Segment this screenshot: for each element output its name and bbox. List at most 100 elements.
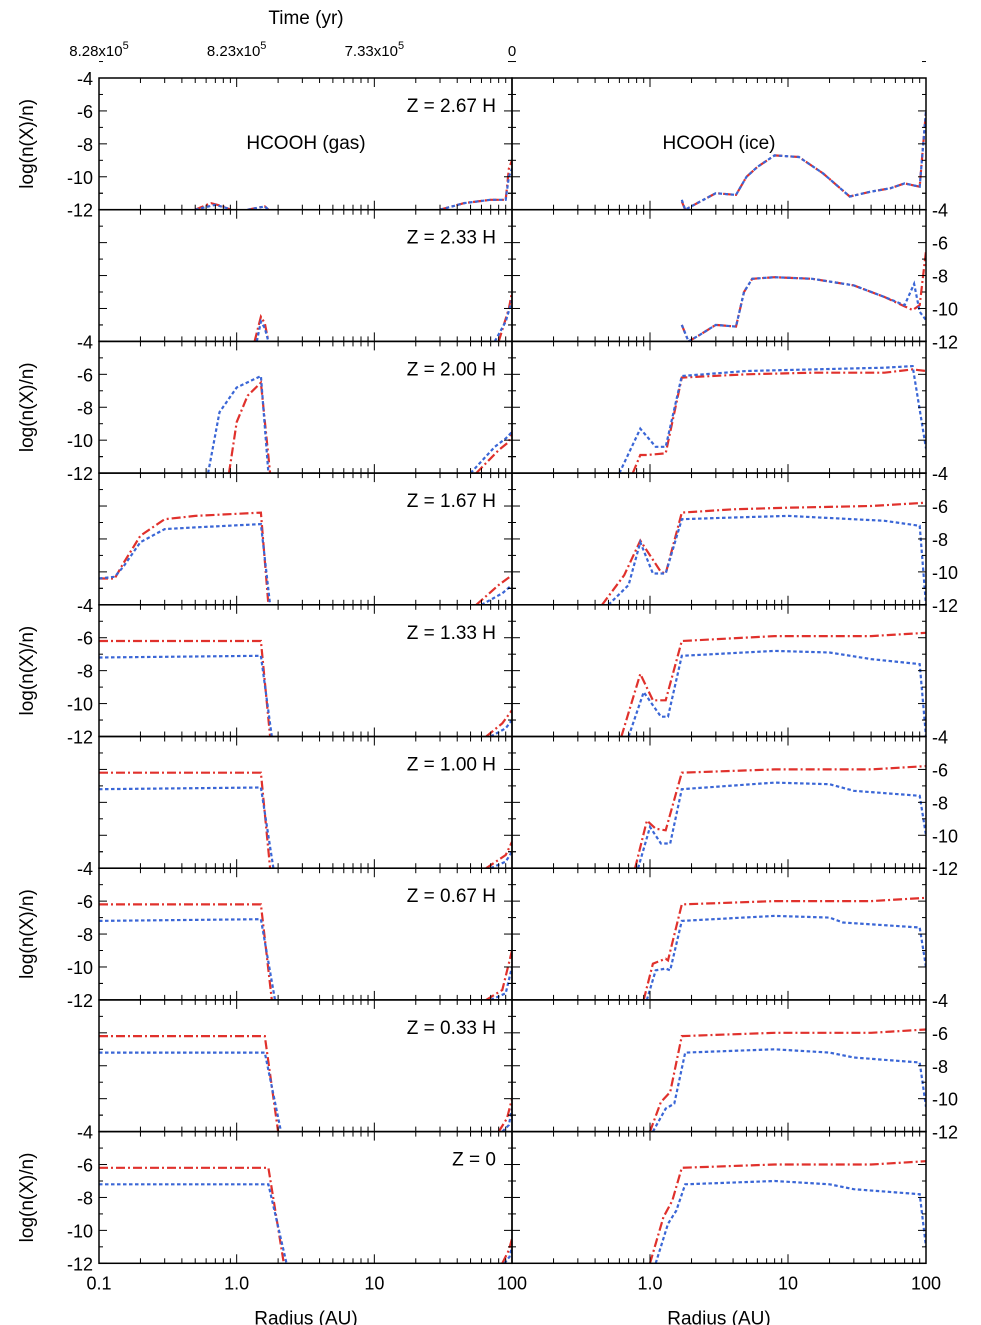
x-tick-label: 10	[778, 1273, 798, 1293]
top-axis-ticks: 8.28x105 8.23x105 7.33x105 0	[69, 40, 516, 60]
panel-r7-ice	[511, 982, 927, 1133]
series-red-line	[227, 380, 272, 474]
panel-r8-ice	[511, 1114, 927, 1265]
panel-frame	[511, 735, 927, 869]
series-blue-line	[607, 514, 926, 605]
y-tick-label: -8	[77, 662, 93, 682]
y-tick-label: -12	[67, 1254, 93, 1274]
panel-frame	[511, 208, 927, 343]
panel-r4-gas	[98, 587, 513, 738]
y-tick-label: -4	[77, 859, 93, 879]
series-blue-line	[651, 1048, 926, 1132]
panel-r6-ice	[511, 851, 927, 1001]
y-tick-label: -6	[77, 102, 93, 122]
panel-r1-ice	[511, 192, 927, 343]
y-tick-label: -12	[932, 596, 958, 616]
series-blue-line	[637, 781, 926, 869]
y-tick-label: -8	[77, 135, 93, 155]
panel-frame	[511, 604, 927, 738]
y-axis-label: log(n(X)/n)	[17, 362, 38, 452]
panel-r8-gas	[98, 1114, 513, 1265]
y-tick-label: -6	[932, 760, 948, 780]
z-label: Z = 1.33 H	[407, 623, 496, 644]
series-red2-line	[475, 574, 512, 605]
axis-labels: -4 -6 -8 -10 -12 log(n(X)/n) -4 -6 -8 -10 -12 -4 -6 -…	[17, 69, 958, 1325]
series-red2-line	[501, 1238, 512, 1264]
panel-r5-gas	[98, 719, 513, 869]
series-red-line	[99, 1035, 280, 1132]
z-label: Z = 1.67 H	[407, 491, 496, 512]
series-red-line	[601, 501, 926, 605]
series-blue-line	[99, 918, 277, 1000]
series-blue-line	[99, 786, 275, 869]
y-tick-label: -10	[67, 1221, 93, 1241]
column-label: HCOOH (ice)	[663, 133, 776, 154]
y-tick-label: -4	[77, 69, 93, 89]
y-tick-label: -4	[77, 1123, 93, 1143]
y-tick-label: -4	[932, 728, 948, 748]
x-tick-label: 100	[911, 1273, 941, 1293]
y-tick-label: -10	[67, 695, 93, 715]
panel-r3-ice	[511, 456, 927, 606]
series-red2-line	[485, 709, 512, 737]
y-tick-label: -12	[932, 859, 958, 879]
panel-r7-gas	[98, 982, 513, 1133]
series-red-line	[680, 250, 926, 342]
series-blue-line	[627, 649, 926, 737]
x-axis-label: Radius (AU)	[667, 1308, 770, 1325]
y-tick-label: -10	[932, 1090, 958, 1110]
z-label: Z = 0	[452, 1150, 496, 1171]
y-tick-label: -12	[67, 728, 93, 748]
panel-r2-gas	[98, 324, 513, 474]
top-axis-tick-label: 8.23x105	[207, 40, 267, 60]
panel-grid: Z = 2.67 H Z = 2.33 H Z = 2.00 H Z = 1.67 H…	[98, 61, 927, 1265]
y-tick-label: -8	[932, 530, 948, 550]
series-blue-line	[194, 203, 231, 210]
series-blue2-line	[469, 431, 512, 474]
y-tick-label: -10	[932, 826, 958, 846]
series-blue2-line	[480, 584, 512, 605]
y-tick-label: -4	[932, 201, 948, 221]
series-red-line	[194, 201, 231, 210]
top-axis-title: Time (yr)	[268, 8, 343, 29]
y-tick-label: -10	[67, 958, 93, 978]
z-label: Z = 2.33 H	[407, 228, 496, 249]
y-tick-label: -6	[932, 1024, 948, 1044]
panel-r5-ice	[511, 719, 927, 869]
series-blue-line	[680, 276, 926, 342]
z-label: Z = 0.67 H	[407, 886, 496, 907]
series-blue3-line	[439, 168, 512, 210]
x-tick-label: 1.0	[224, 1273, 249, 1293]
series-red-line	[642, 896, 926, 1000]
y-tick-label: -8	[77, 398, 93, 418]
series-blue2-line	[493, 299, 512, 342]
series-blue-line	[207, 374, 270, 474]
y-tick-label: -8	[77, 1188, 93, 1208]
series-blue-line	[654, 1179, 926, 1264]
y-tick-label: -10	[67, 431, 93, 451]
y-tick-label: -12	[932, 1123, 958, 1143]
top-axis-tick-label: 8.28x105	[69, 40, 129, 60]
series-red2-line	[497, 1098, 512, 1132]
y-axis-label: log(n(X)/n)	[17, 1153, 38, 1243]
y-tick-label: -10	[932, 563, 958, 583]
panel-frame	[98, 1130, 513, 1265]
series-red-line	[99, 1166, 285, 1264]
series-blue2-line	[247, 205, 270, 210]
y-axis-label: log(n(X)/n)	[17, 626, 38, 716]
series-blue-line	[645, 914, 926, 1000]
y-tick-label: -12	[67, 991, 93, 1011]
series-blue-line	[99, 522, 272, 605]
series-red2-line	[497, 291, 512, 342]
x-tick-label: 10	[364, 1273, 384, 1293]
y-tick-label: -6	[932, 497, 948, 517]
series-red-line	[631, 368, 926, 474]
panel-r1-gas	[98, 192, 513, 343]
series-blue-line	[99, 1183, 288, 1264]
y-tick-label: -10	[932, 299, 958, 319]
y-tick-label: -8	[932, 1057, 948, 1077]
y-tick-label: -6	[77, 1156, 93, 1176]
y-tick-label: -12	[932, 332, 958, 352]
panel-r6-gas	[98, 851, 513, 1001]
panel-frame	[511, 1130, 927, 1265]
